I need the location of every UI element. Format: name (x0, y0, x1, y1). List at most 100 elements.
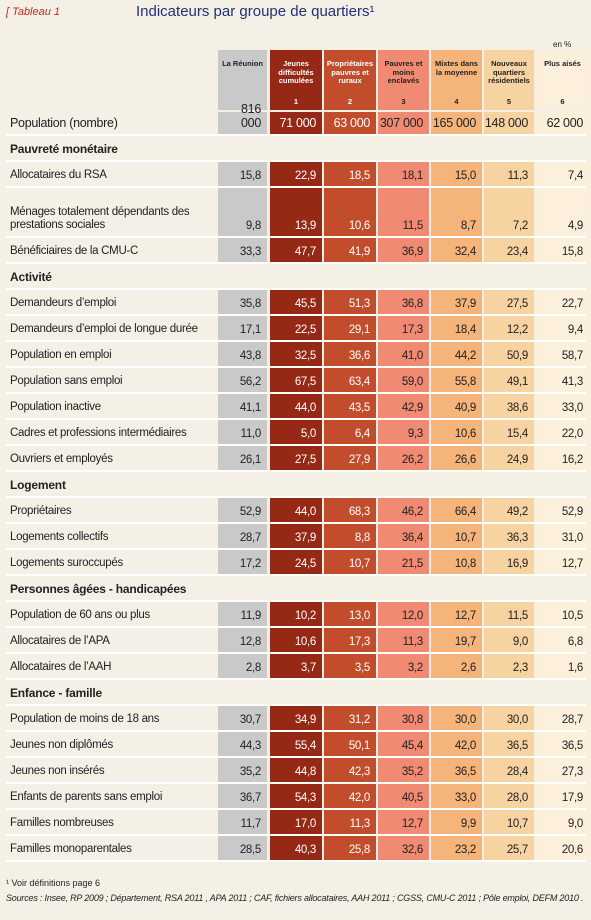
cell: 20,6 (536, 836, 589, 860)
cell: 36,4 (378, 524, 429, 548)
row-separator (6, 418, 586, 420)
cell: 11,0 (218, 420, 267, 444)
cell: 49,2 (484, 498, 534, 522)
section-title: Personnes âgées - handicapées (10, 582, 187, 596)
column-number: 5 (506, 96, 512, 106)
cell: 28,0 (484, 784, 534, 808)
cell: 41,9 (324, 238, 376, 262)
table-tag: [ Tableau 1 (6, 6, 61, 18)
row-separator (6, 522, 586, 524)
column-number: 6 (560, 96, 565, 106)
cell: 34,9 (270, 706, 322, 730)
cell: 28,4 (484, 758, 534, 782)
cell: 40,3 (270, 836, 322, 860)
row-separator (6, 548, 586, 550)
cell: 6,4 (324, 420, 376, 444)
row-separator (6, 808, 586, 810)
cell: 9,9 (431, 810, 482, 834)
cell: 41,0 (378, 342, 429, 366)
cell: 30,7 (218, 706, 267, 730)
cell: 62 000 (536, 112, 589, 134)
cell: 7,2 (484, 188, 534, 236)
cell: 42,9 (378, 394, 429, 418)
cell: 36,5 (431, 758, 482, 782)
cell: 36,6 (324, 342, 376, 366)
cell: 2,8 (218, 654, 267, 678)
row-separator (6, 678, 586, 680)
cell: 41,1 (218, 394, 267, 418)
column-label: Nouveaux quartiers résidentiels (488, 59, 530, 85)
section-title: Enfance - famille (10, 686, 102, 700)
column-label: Mixtes dans la moyenne (435, 59, 478, 77)
column-number: 3 (401, 96, 406, 106)
row-label: Population inactive (10, 401, 101, 413)
cell: 2,6 (431, 654, 482, 678)
column-header: Propriétaires pauvres et ruraux 2 (324, 50, 376, 110)
row-label: Population en emploi (10, 349, 112, 361)
cell: 30,0 (431, 706, 482, 730)
cell: 37,9 (431, 290, 482, 314)
section-title: Activité (10, 270, 52, 284)
cell: 10,6 (324, 188, 376, 236)
cell: 307 000 (378, 112, 429, 134)
table-title: Indicateurs par groupe de quartiers¹ (136, 3, 375, 20)
cell: 10,7 (324, 550, 376, 574)
row-separator (6, 262, 586, 264)
cell: 52,9 (218, 498, 267, 522)
cell: 26,2 (378, 446, 429, 470)
cell: 17,9 (536, 784, 589, 808)
cell: 24,5 (270, 550, 322, 574)
cell: 59,0 (378, 368, 429, 392)
cell: 10,6 (270, 628, 322, 652)
row-separator (6, 366, 586, 368)
cell: 32,6 (378, 836, 429, 860)
row-separator (6, 470, 586, 472)
cell: 10,6 (431, 420, 482, 444)
cell: 44,3 (218, 732, 267, 756)
row-label: Jeunes non insérés (10, 765, 105, 777)
cell: 33,0 (536, 394, 589, 418)
cell: 23,4 (484, 238, 534, 262)
row-separator (6, 652, 586, 654)
cell: 36,9 (378, 238, 429, 262)
cell: 38,6 (484, 394, 534, 418)
cell: 12,7 (378, 810, 429, 834)
cell: 23,2 (431, 836, 482, 860)
column-number: 4 (454, 96, 459, 106)
cell: 27,5 (484, 290, 534, 314)
cell: 1,6 (536, 654, 589, 678)
row-separator (6, 236, 586, 238)
cell: 26,6 (431, 446, 482, 470)
row-label: Allocataires de l’APA (10, 635, 110, 647)
footnote: ¹ Voir définitions page 6 (6, 878, 101, 888)
cell: 7,4 (536, 162, 589, 186)
cell: 15,8 (218, 162, 267, 186)
row-separator (6, 860, 586, 862)
cell: 32,4 (431, 238, 482, 262)
cell: 41,3 (536, 368, 589, 392)
cell: 51,3 (324, 290, 376, 314)
cell: 49,1 (484, 368, 534, 392)
cell: 44,0 (270, 394, 322, 418)
cell: 45,5 (270, 290, 322, 314)
cell: 43,5 (324, 394, 376, 418)
cell: 10,8 (431, 550, 482, 574)
cell: 9,4 (536, 316, 589, 340)
cell: 36,8 (378, 290, 429, 314)
section-rule (6, 496, 586, 498)
row-label: Ouvriers et employés (10, 453, 113, 465)
row-label: Population sans emploi (10, 375, 123, 387)
cell: 11,7 (218, 810, 267, 834)
cell: 45,4 (378, 732, 429, 756)
cell: 68,3 (324, 498, 376, 522)
row-label: Propriétaires (10, 505, 72, 517)
cell: 17,1 (218, 316, 267, 340)
cell: 43,8 (218, 342, 267, 366)
cell: 46,2 (378, 498, 429, 522)
cell: 21,5 (378, 550, 429, 574)
cell: 44,8 (270, 758, 322, 782)
row-separator (6, 134, 586, 136)
row-label: Cadres et professions intermédiaires (10, 427, 187, 439)
cell: 5,0 (270, 420, 322, 444)
